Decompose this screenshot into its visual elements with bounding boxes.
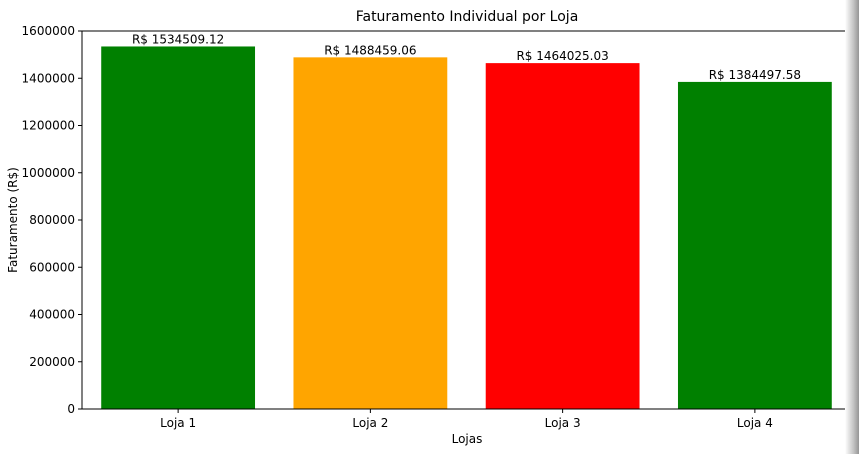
chart-title: Faturamento Individual por Loja — [356, 9, 579, 25]
y-axis: 0 200000 400000 600000 800000 1000000 1200000 1… — [22, 24, 82, 416]
window-edge-shadow — [845, 0, 859, 454]
y-tick-label: 400000 — [29, 308, 75, 322]
bar — [293, 57, 448, 409]
bar — [677, 81, 832, 409]
bar — [101, 46, 256, 409]
y-tick-label: 1400000 — [22, 71, 75, 85]
y-tick-label: 600000 — [29, 260, 75, 274]
y-tick-label: 1200000 — [22, 119, 75, 133]
x-tick-label: Loja 3 — [545, 416, 581, 430]
y-tick-label: 1000000 — [22, 166, 75, 180]
bar-value-label: R$ 1488459.06 — [324, 43, 416, 57]
y-tick-label: 200000 — [29, 355, 75, 369]
x-axis: Loja 1 Loja 2 Loja 3 Loja 4 — [160, 409, 773, 430]
bar — [485, 63, 640, 410]
y-tick-label: 1600000 — [22, 24, 75, 38]
y-axis-label: Faturamento (R$) — [6, 167, 20, 273]
x-axis-label: Lojas — [452, 432, 483, 446]
bar-value-label: R$ 1534509.12 — [132, 32, 224, 46]
x-tick-label: Loja 2 — [352, 416, 388, 430]
x-tick-label: Loja 4 — [737, 416, 773, 430]
bars: R$ 1534509.12 R$ 1488459.06 R$ 1464025.03 R… — [101, 32, 832, 410]
x-tick-label: Loja 1 — [160, 416, 196, 430]
y-tick-label: 0 — [67, 402, 75, 416]
bar-value-label: R$ 1384497.58 — [709, 68, 801, 82]
plot-frame — [81, 30, 845, 410]
y-tick-label: 800000 — [29, 213, 75, 227]
bar-value-label: R$ 1464025.03 — [516, 49, 608, 63]
